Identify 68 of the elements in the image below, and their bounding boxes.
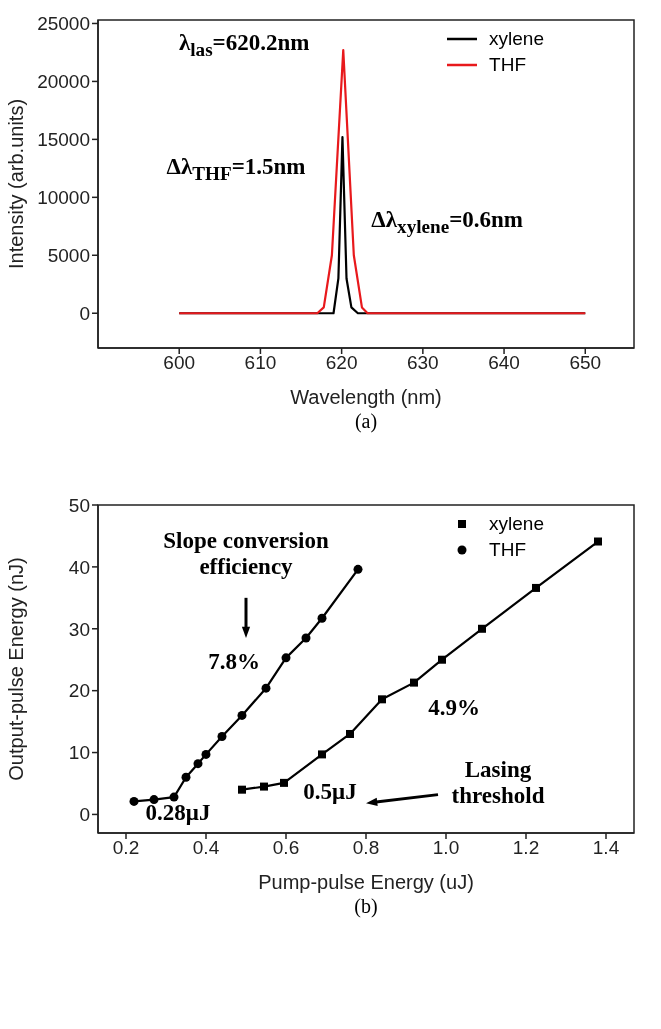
point <box>438 655 446 664</box>
annotation: Slope conversion efficiency <box>162 528 330 581</box>
annotation: λ$_{las}$=620.2nm <box>177 30 311 62</box>
annotation: Δλ$_{xylene}$=0.6nm <box>370 206 525 239</box>
point <box>149 795 159 805</box>
x-tick-label: 1.2 <box>512 837 540 859</box>
annotation: Δλ$_{THF}$=1.5nm <box>165 154 307 186</box>
annotation: 7.8% <box>207 648 261 675</box>
point <box>217 731 227 741</box>
x-tick-label: 610 <box>244 352 277 374</box>
annotation: Lasing threshold <box>450 757 546 810</box>
x-tick-label: 1.0 <box>432 837 460 859</box>
text: (a) <box>353 410 379 433</box>
point <box>201 749 211 759</box>
x-tick-label: 0.6 <box>272 837 300 859</box>
point <box>478 624 486 633</box>
y-tick-label: 0 <box>79 804 90 826</box>
point <box>280 778 288 787</box>
point <box>169 792 179 802</box>
y-tick-label: 30 <box>68 618 90 640</box>
x-tick-label: 1.4 <box>592 837 620 859</box>
point <box>261 683 271 693</box>
legend-label: xylene <box>489 27 544 51</box>
point <box>260 782 268 791</box>
y-axis-title: Output-pulse Energy (nJ) <box>5 557 28 781</box>
text: (b) <box>353 895 379 918</box>
x-tick-label: 630 <box>407 352 439 374</box>
point <box>238 785 246 794</box>
point <box>378 695 386 704</box>
point <box>193 759 203 769</box>
x-tick-label: 650 <box>569 352 602 374</box>
annotation: 0.28μJ <box>144 800 212 827</box>
x-tick-label: 600 <box>163 352 196 374</box>
x-axis-title: Pump-pulse Energy (uJ) <box>258 871 474 893</box>
point <box>594 537 602 546</box>
point <box>301 633 311 643</box>
y-tick-label: 50 <box>68 494 90 516</box>
point <box>129 796 139 806</box>
y-tick-label: 40 <box>68 556 90 578</box>
x-tick-label: 0.4 <box>192 837 220 859</box>
legend-label: xylene <box>489 512 544 536</box>
x-tick-label: 0.8 <box>352 837 380 859</box>
y-axis-title: Intensity (arb.units) <box>5 98 28 270</box>
point <box>532 583 540 592</box>
point <box>237 710 247 720</box>
annotation: 0.5μJ <box>302 778 358 805</box>
point <box>318 750 326 759</box>
point <box>353 564 363 574</box>
y-tick-label: 20 <box>68 680 90 702</box>
y-tick-label: 0 <box>79 302 90 324</box>
y-tick-label: 15000 <box>37 129 90 151</box>
x-tick-label: 640 <box>488 352 520 374</box>
annotation: 4.9% <box>427 695 481 722</box>
point <box>410 678 418 687</box>
y-tick-label: 5000 <box>47 245 90 267</box>
x-axis-title: Wavelength (nm) <box>290 386 442 408</box>
x-tick-label: 620 <box>325 352 358 374</box>
x-tick-label: 0.2 <box>112 837 140 859</box>
legend-label: THF <box>489 538 527 562</box>
y-tick-label: 20000 <box>37 71 90 93</box>
legend-label: THF <box>489 53 527 77</box>
y-tick-label: 25000 <box>37 13 90 35</box>
y-tick-label: 10000 <box>37 187 90 209</box>
point <box>281 653 291 663</box>
point <box>181 772 191 782</box>
y-tick-label: 10 <box>68 742 90 764</box>
point <box>346 729 354 738</box>
point <box>317 613 327 623</box>
